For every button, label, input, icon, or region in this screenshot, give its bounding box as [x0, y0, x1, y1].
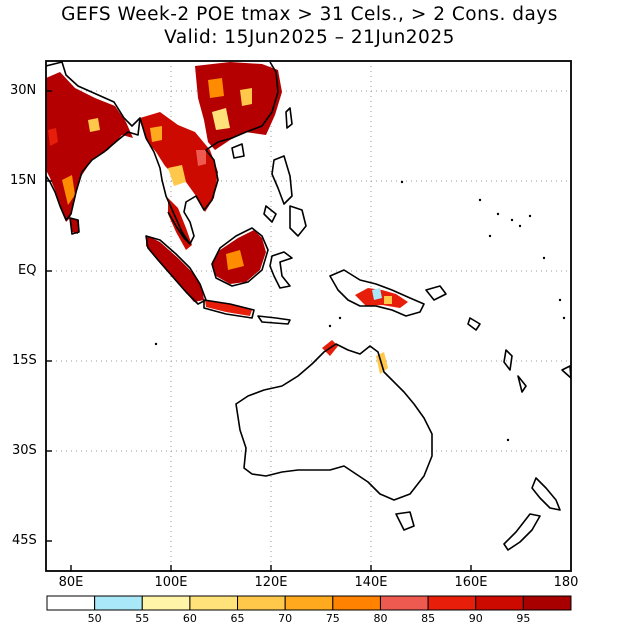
- island-dot: [558, 298, 562, 302]
- heat-patch-india-a: [62, 175, 75, 205]
- colorbar-swatch: [475, 595, 524, 611]
- heat-patch-china-c: [240, 88, 252, 106]
- coastline-new-caledonia: [517, 375, 527, 393]
- colorbar-label: 90: [468, 612, 483, 625]
- colorbar-swatch: [427, 595, 477, 611]
- coastline-indochina-china: [183, 61, 279, 245]
- island-dot: [528, 214, 532, 218]
- coastline-india: [46, 61, 141, 221]
- colorbar-swatch: [189, 595, 239, 611]
- heat-patch-indochina-a: [168, 165, 186, 186]
- heat-region-south-china: [195, 62, 282, 150]
- heat-region-sumatra: [146, 235, 204, 302]
- coastline-luzon: [271, 155, 293, 205]
- heat-patch-china-a: [208, 78, 224, 98]
- heat-patch-indochina-b: [150, 126, 162, 142]
- coastline-java: [203, 299, 255, 319]
- coastline-taiwan: [285, 107, 293, 129]
- colorbar-swatch: [141, 595, 191, 611]
- probability-shading: [46, 62, 408, 374]
- colorbar-swatch: [46, 595, 96, 611]
- coastline-sumatra: [145, 235, 207, 305]
- island-dot: [518, 224, 522, 228]
- lat-label-15n: 15N: [10, 173, 37, 188]
- map-area: [46, 61, 571, 571]
- island-dot: [510, 218, 514, 222]
- lon-label-100e: 100E: [154, 575, 188, 590]
- axis-ticks: [46, 90, 472, 571]
- colorbar-label: 50: [87, 612, 102, 625]
- lat-label-15s: 15S: [12, 353, 37, 368]
- heat-patch-china-b: [212, 108, 230, 130]
- map-frame: [45, 60, 572, 572]
- coastline-nz-north: [531, 477, 561, 511]
- coastline-lesser-sunda: [257, 315, 291, 325]
- colorbar-label: 65: [230, 612, 245, 625]
- colorbar-swatch: [522, 595, 572, 611]
- island-dot: [154, 342, 158, 346]
- colorbar-swatch: [332, 595, 381, 611]
- coastline-hainan: [231, 143, 245, 159]
- heat-patch-indochina-c: [196, 150, 206, 166]
- coastline-srilanka: [69, 217, 80, 235]
- heat-region-java: [205, 300, 252, 316]
- coastline-fiji: [561, 365, 571, 379]
- colorbar-swatch: [94, 595, 143, 611]
- coastline-tasmania: [395, 511, 415, 531]
- lon-label-120e: 120E: [254, 575, 288, 590]
- colorbar-swatch: [284, 595, 334, 611]
- coastline-vanuatu: [503, 349, 513, 371]
- coastline-borneo: [211, 227, 269, 287]
- colorbar-label: 60: [182, 612, 197, 625]
- lat-label-45s: 45S: [12, 533, 37, 548]
- island-dot: [488, 234, 492, 238]
- island-dot: [542, 256, 546, 260]
- coastline-nz-south: [503, 513, 541, 551]
- coastline-burma-malaya: [139, 117, 191, 245]
- island-dot: [562, 316, 566, 320]
- coastline-australia: [235, 343, 433, 501]
- lon-label-160e: 160E: [454, 575, 488, 590]
- map-title: GEFS Week-2 POE tmax > 31 Cels., > 2 Con…: [61, 4, 558, 25]
- island-dot: [338, 316, 342, 320]
- gridlines: [46, 61, 571, 571]
- colorbar-label: 70: [278, 612, 293, 625]
- colorbar-label: 85: [421, 612, 436, 625]
- small-islands: [154, 180, 566, 442]
- lat-label-30s: 30S: [12, 443, 37, 458]
- colorbar: [46, 595, 572, 611]
- island-dot: [328, 324, 332, 328]
- lat-label-30n: 30N: [10, 83, 37, 98]
- island-dot: [496, 212, 500, 216]
- lon-label-80e: 80E: [58, 575, 84, 590]
- colorbar-label: 80: [373, 612, 388, 625]
- colorbar-swatch: [237, 595, 286, 611]
- colorbar-label: 55: [135, 612, 150, 625]
- lat-label-eq: EQ: [18, 263, 37, 278]
- coastline-mindanao: [289, 205, 307, 237]
- island-dot: [400, 180, 404, 184]
- island-dot: [506, 438, 510, 442]
- lon-label-140e: 140E: [354, 575, 388, 590]
- coastline-solomon: [467, 317, 481, 331]
- colorbar-label: 75: [325, 612, 340, 625]
- coastline-sulawesi: [269, 251, 293, 289]
- heat-patch-borneo: [226, 250, 244, 270]
- coastlines: [46, 61, 571, 551]
- colorbar-label: 95: [516, 612, 531, 625]
- island-dot: [478, 198, 482, 202]
- coastline-visayas: [263, 205, 277, 223]
- heat-patch-india-b: [88, 118, 100, 132]
- heat-patch-india-c: [48, 128, 58, 146]
- map-subtitle: Valid: 15Jun2025 – 21Jun2025: [164, 27, 455, 48]
- heat-patch-new-guinea-a: [372, 288, 382, 300]
- coastline-new-guinea: [329, 269, 425, 317]
- heat-region-india: [46, 72, 133, 222]
- colorbar-swatch: [379, 595, 429, 611]
- coastline-new-britain: [425, 285, 447, 301]
- lon-label-180: 180: [553, 575, 579, 590]
- heat-patch-new-guinea-b: [384, 296, 392, 304]
